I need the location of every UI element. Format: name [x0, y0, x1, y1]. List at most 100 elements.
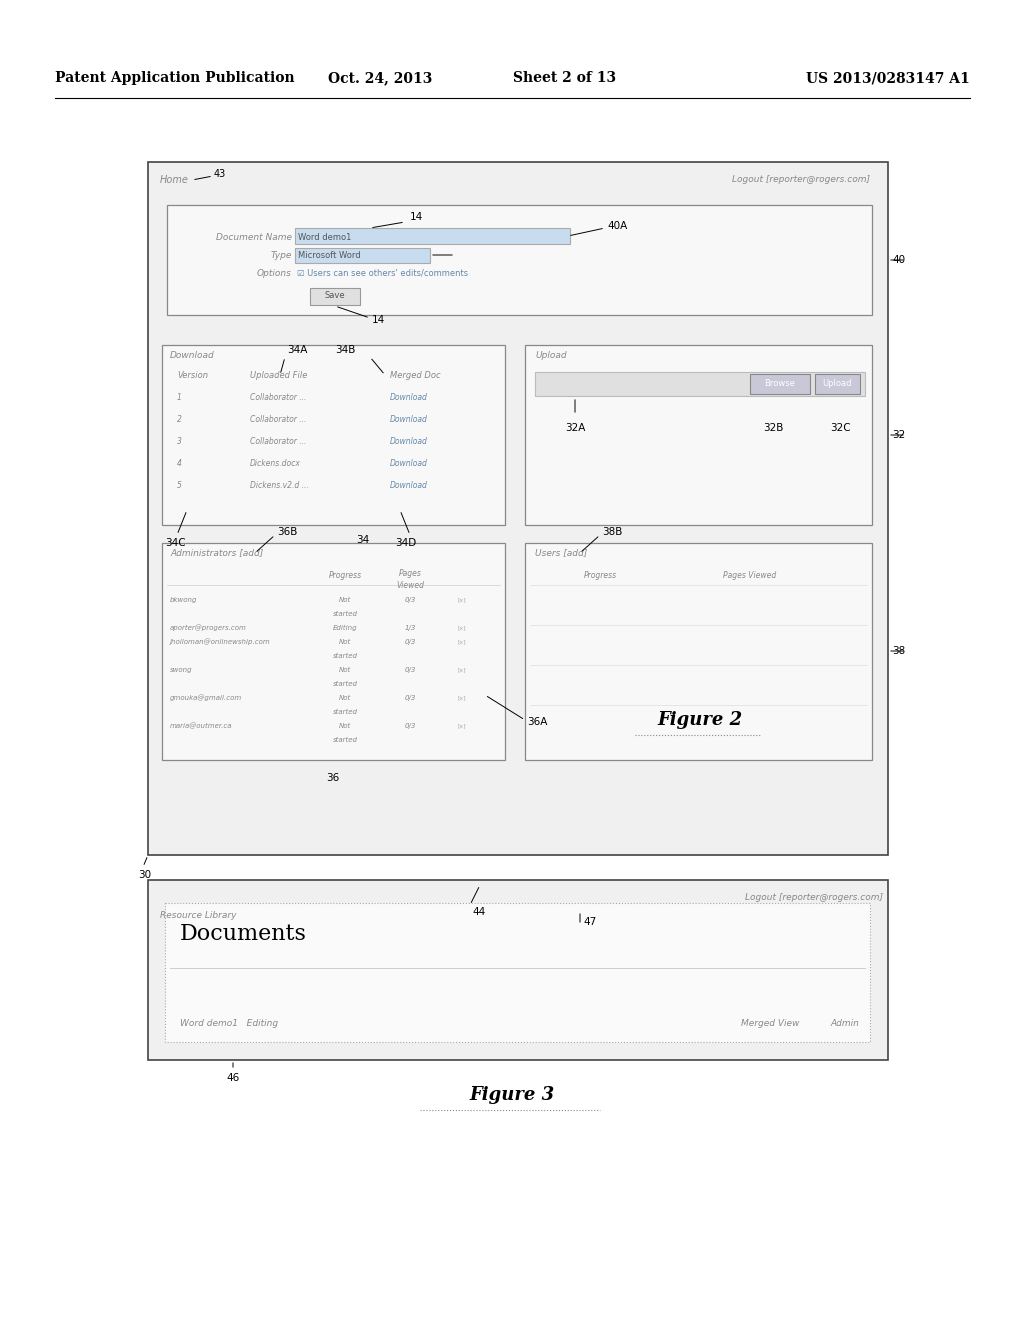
- Text: Patent Application Publication: Patent Application Publication: [55, 71, 295, 84]
- Text: Download: Download: [390, 416, 428, 425]
- Text: maria@outmer.ca: maria@outmer.ca: [170, 723, 232, 729]
- Text: aporter@progers.com: aporter@progers.com: [170, 624, 247, 631]
- Text: 34: 34: [356, 535, 370, 545]
- Text: 0/3: 0/3: [404, 667, 416, 673]
- Bar: [295, 228, 570, 244]
- Text: 0/3: 0/3: [404, 597, 416, 603]
- Text: Download: Download: [390, 459, 428, 469]
- Text: 14: 14: [410, 213, 423, 222]
- Text: 32: 32: [892, 430, 905, 440]
- Bar: [148, 880, 888, 1060]
- Text: Pages Viewed: Pages Viewed: [723, 572, 776, 581]
- Text: 34D: 34D: [395, 539, 416, 548]
- Text: 1: 1: [177, 393, 182, 403]
- Text: Not: Not: [339, 696, 351, 701]
- Text: 0/3: 0/3: [404, 639, 416, 645]
- Text: 40: 40: [892, 255, 905, 265]
- Text: US 2013/0283147 A1: US 2013/0283147 A1: [806, 71, 970, 84]
- Text: Not: Not: [339, 597, 351, 603]
- Bar: [162, 345, 505, 525]
- Text: 34B: 34B: [335, 345, 355, 355]
- Text: 43: 43: [214, 169, 226, 180]
- Text: Browse: Browse: [765, 379, 796, 388]
- Text: Word demo1   Editing: Word demo1 Editing: [180, 1019, 279, 1028]
- Text: swong: swong: [170, 667, 193, 673]
- Text: Editing: Editing: [333, 624, 357, 631]
- Text: 5: 5: [177, 482, 182, 491]
- Bar: [525, 345, 872, 525]
- Text: Collaborator ...: Collaborator ...: [250, 416, 306, 425]
- Bar: [310, 288, 360, 305]
- Text: Collaborator ...: Collaborator ...: [250, 393, 306, 403]
- Text: Version: Version: [177, 371, 208, 380]
- Text: [x]: [x]: [458, 639, 466, 644]
- Text: Download: Download: [390, 437, 428, 446]
- Text: Options: Options: [257, 268, 292, 277]
- Text: Progress: Progress: [329, 572, 361, 581]
- Text: [x]: [x]: [458, 626, 466, 631]
- Text: 44: 44: [472, 907, 485, 917]
- Text: Upload: Upload: [822, 379, 852, 388]
- Text: 30: 30: [138, 870, 152, 880]
- Text: bkwong: bkwong: [170, 597, 198, 603]
- Text: Logout [reporter@rogers.com]: Logout [reporter@rogers.com]: [745, 894, 883, 903]
- Text: Figure 3: Figure 3: [469, 1086, 555, 1104]
- Text: Oct. 24, 2013: Oct. 24, 2013: [328, 71, 432, 84]
- Bar: [167, 205, 872, 315]
- Text: Not: Not: [339, 723, 351, 729]
- Text: Download: Download: [390, 482, 428, 491]
- Bar: [535, 372, 865, 396]
- Text: Figure 2: Figure 2: [657, 711, 742, 729]
- Text: Progress: Progress: [584, 572, 616, 581]
- Text: Dickens.v2.d ...: Dickens.v2.d ...: [250, 482, 309, 491]
- Text: Not: Not: [339, 639, 351, 645]
- Text: 36B: 36B: [278, 527, 297, 537]
- Bar: [295, 248, 430, 263]
- Text: [x]: [x]: [458, 668, 466, 672]
- Text: Merged View: Merged View: [740, 1019, 799, 1028]
- Text: gmouka@gmail.com: gmouka@gmail.com: [170, 694, 243, 701]
- Text: started: started: [333, 709, 357, 715]
- Text: Documents: Documents: [180, 923, 307, 945]
- Bar: [162, 543, 505, 760]
- Text: 46: 46: [226, 1073, 240, 1082]
- Text: Collaborator ...: Collaborator ...: [250, 437, 306, 446]
- Text: Merged Doc: Merged Doc: [390, 371, 440, 380]
- Text: started: started: [333, 653, 357, 659]
- Text: 32C: 32C: [829, 422, 850, 433]
- Text: Word demo1: Word demo1: [298, 232, 351, 242]
- Text: 1/3: 1/3: [404, 624, 416, 631]
- Text: started: started: [333, 737, 357, 743]
- Bar: [750, 374, 810, 393]
- Text: 3: 3: [177, 437, 182, 446]
- Text: Administrators [add]: Administrators [add]: [170, 549, 263, 557]
- Bar: [148, 162, 888, 855]
- Text: 0/3: 0/3: [404, 696, 416, 701]
- Text: Admin: Admin: [830, 1019, 859, 1028]
- Text: 38B: 38B: [602, 527, 623, 537]
- Text: 14: 14: [372, 315, 385, 325]
- Text: Dickens.docx: Dickens.docx: [250, 459, 301, 469]
- Text: 36A: 36A: [527, 717, 548, 727]
- Text: Pages: Pages: [398, 569, 422, 578]
- Text: Save: Save: [325, 292, 345, 301]
- Text: 38: 38: [892, 645, 905, 656]
- Text: Uploaded File: Uploaded File: [250, 371, 307, 380]
- Text: [x]: [x]: [458, 598, 466, 602]
- Text: Logout [reporter@rogers.com]: Logout [reporter@rogers.com]: [732, 176, 870, 185]
- Text: Viewed: Viewed: [396, 581, 424, 590]
- Bar: [525, 543, 872, 760]
- Text: Home: Home: [160, 176, 188, 185]
- Text: Type: Type: [270, 251, 292, 260]
- Text: 32A: 32A: [565, 422, 586, 433]
- Text: 32B: 32B: [763, 422, 783, 433]
- Text: ☑ Users can see others' edits/comments: ☑ Users can see others' edits/comments: [297, 268, 468, 277]
- Text: 0/3: 0/3: [404, 723, 416, 729]
- Text: [x]: [x]: [458, 696, 466, 701]
- Text: 47: 47: [583, 917, 596, 927]
- Text: Download: Download: [170, 351, 215, 359]
- Text: Microsoft Word: Microsoft Word: [298, 251, 360, 260]
- Text: [x]: [x]: [458, 723, 466, 729]
- Text: Document Name: Document Name: [216, 232, 292, 242]
- Text: started: started: [333, 611, 357, 616]
